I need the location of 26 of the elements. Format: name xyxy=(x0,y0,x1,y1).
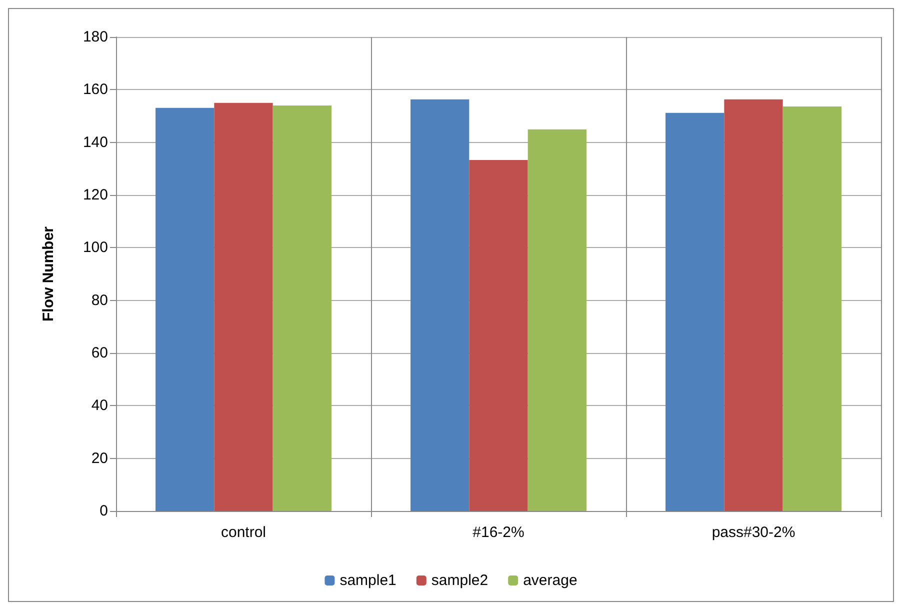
y-tick-label: 20 xyxy=(91,450,108,467)
legend-label: sample1 xyxy=(340,572,396,589)
bar xyxy=(272,105,332,511)
y-tick-label: 120 xyxy=(82,186,108,204)
bar xyxy=(528,129,586,511)
y-axis-title: Flow Number xyxy=(40,226,57,322)
y-tick-label: 60 xyxy=(91,344,108,362)
legend-label: average xyxy=(523,572,578,589)
bar xyxy=(410,99,470,511)
bar xyxy=(156,108,214,511)
x-tick-label: control xyxy=(220,524,266,541)
y-tick-label: 100 xyxy=(82,239,108,256)
bar xyxy=(782,106,842,511)
bar xyxy=(214,102,273,511)
y-tick-label: 0 xyxy=(100,502,108,520)
bar xyxy=(666,112,724,511)
y-tick-label: 180 xyxy=(82,28,108,46)
y-tick-label: 160 xyxy=(82,81,108,98)
x-tick-label: #16-2% xyxy=(472,524,524,541)
x-tick-label: pass#30-2% xyxy=(712,524,796,541)
legend-label: sample2 xyxy=(431,572,488,589)
y-tick-label: 40 xyxy=(91,397,108,414)
bar xyxy=(724,99,783,511)
y-tick-label: 140 xyxy=(82,134,108,151)
bar xyxy=(469,160,528,511)
y-tick-label: 80 xyxy=(91,292,108,309)
